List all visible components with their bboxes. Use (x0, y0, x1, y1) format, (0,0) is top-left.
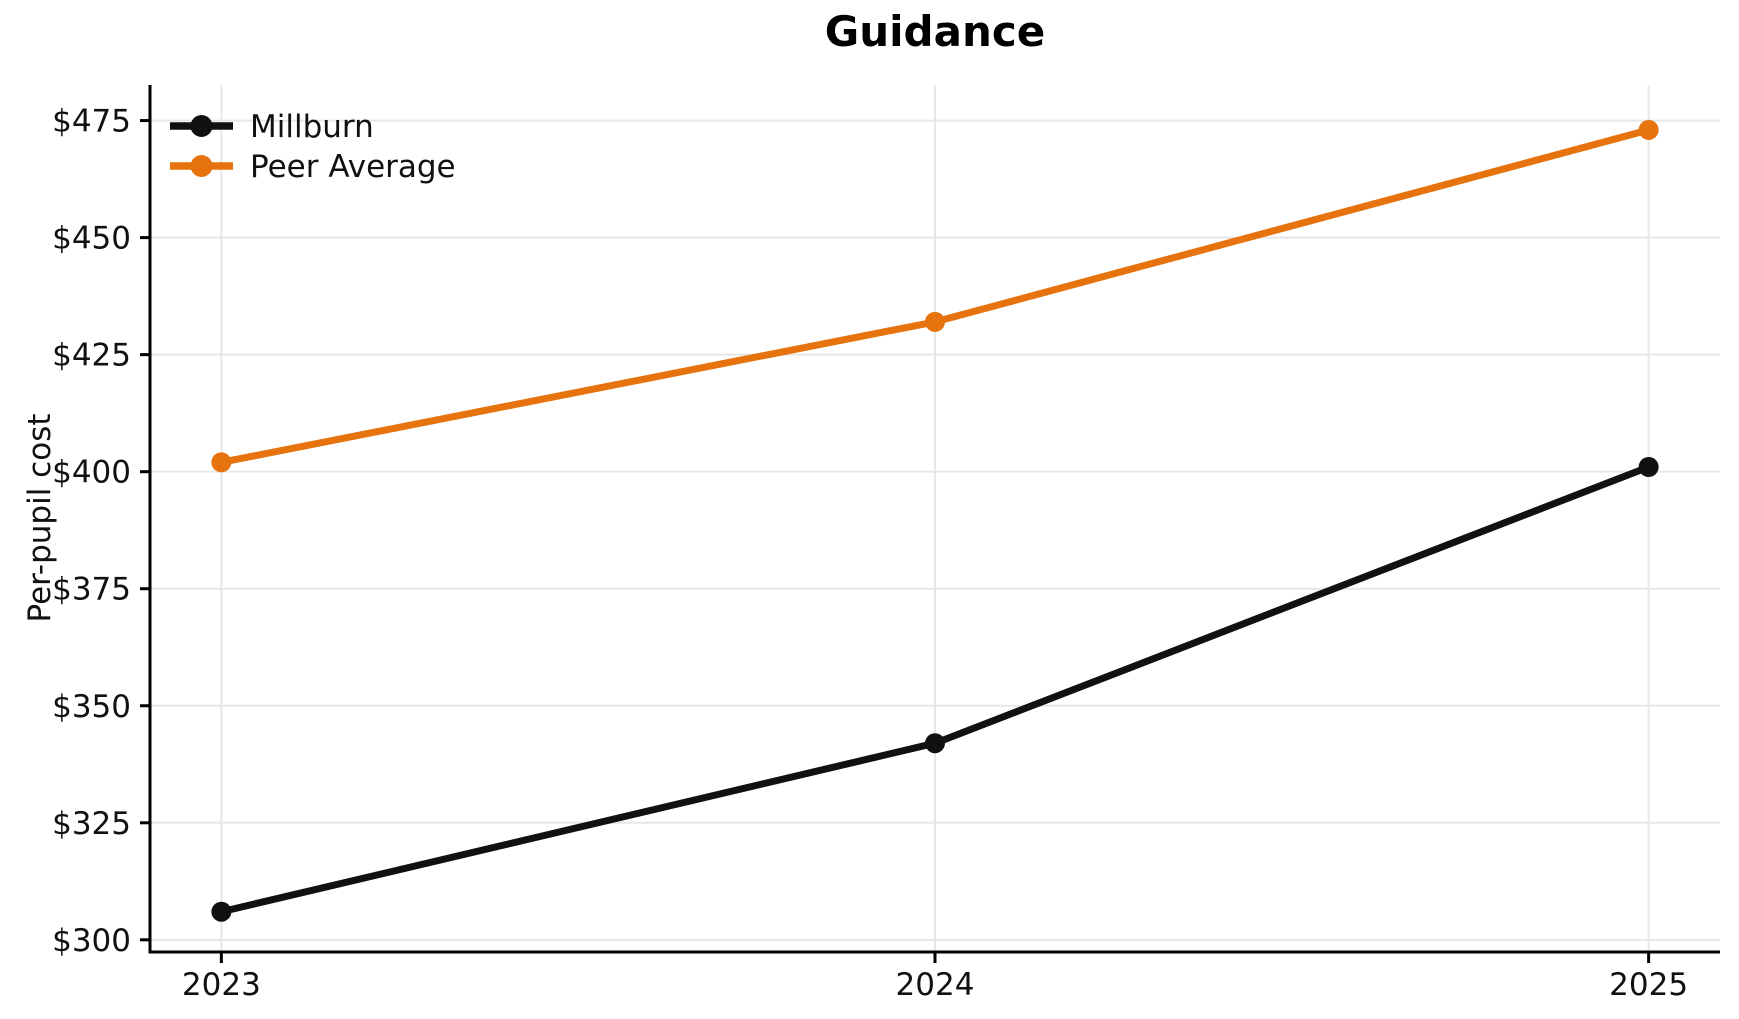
y-tick-label: $400 (52, 455, 131, 491)
x-tick-label: 2024 (896, 967, 975, 1003)
legend-marker-millburn (190, 115, 213, 137)
legend-label-peer-average: Peer Average (250, 149, 456, 185)
y-tick-label: $375 (52, 572, 131, 608)
y-tick-label: $475 (52, 104, 131, 140)
x-tick-label: 2025 (1609, 967, 1688, 1003)
data-point-peer-average (1638, 119, 1659, 140)
legend-label-millburn: Millburn (250, 109, 374, 145)
chart-title: Guidance (824, 7, 1046, 56)
y-tick-label: $425 (52, 338, 131, 374)
legend-marker-peer-average (190, 155, 213, 177)
y-tick-label: $300 (52, 923, 131, 959)
data-point-millburn (211, 901, 232, 922)
data-point-peer-average (925, 311, 945, 332)
y-tick-label: $350 (52, 689, 131, 725)
data-point-millburn (1638, 457, 1659, 478)
x-tick-label: 2023 (182, 967, 261, 1003)
axis-spines (148, 85, 1720, 954)
y-tick-label: $450 (52, 221, 131, 257)
data-point-millburn (925, 733, 945, 754)
y-tick-label: $325 (52, 806, 131, 842)
data-point-peer-average (211, 452, 232, 473)
